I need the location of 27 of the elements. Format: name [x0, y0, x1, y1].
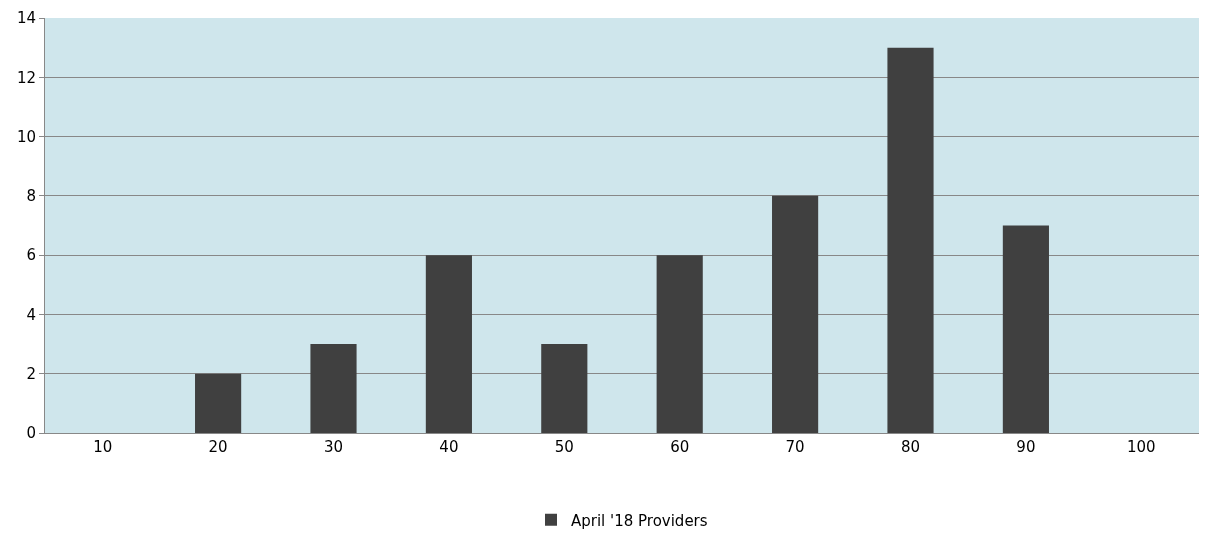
bar: [772, 195, 819, 433]
legend-label: April '18 Providers: [571, 511, 708, 530]
bar: [425, 255, 472, 433]
y-tick-label: 6: [26, 246, 36, 265]
x-tick-label: 20: [208, 438, 228, 456]
x-tick-label: 40: [439, 438, 459, 456]
y-tick-label: 4: [26, 305, 36, 324]
x-tick-label: 70: [785, 438, 805, 456]
bar: [310, 344, 357, 433]
x-tick-label: 30: [323, 438, 344, 456]
bar: [541, 344, 588, 433]
x-tick-label: 50: [554, 438, 574, 456]
x-tick-label: 80: [900, 438, 921, 456]
y-tick-label: 0: [26, 424, 36, 443]
x-tick-label: 60: [670, 438, 690, 456]
x-tick-label: 10: [93, 438, 113, 456]
y-tick-label: 2: [26, 364, 36, 383]
x-tick-label: 100: [1126, 438, 1156, 456]
x-tick-label: 90: [1016, 438, 1036, 456]
bar: [656, 255, 703, 433]
bar: [1002, 225, 1049, 433]
y-tick-label: 14: [16, 9, 36, 28]
bar: [195, 373, 242, 433]
bar: [887, 47, 934, 433]
y-tick-label: 8: [26, 187, 36, 206]
y-tick-label: 10: [16, 127, 36, 146]
y-tick-label: 12: [16, 68, 36, 87]
